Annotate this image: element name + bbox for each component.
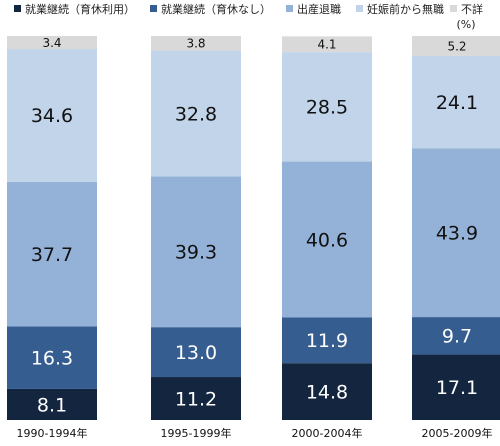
bar-segment — [151, 377, 241, 420]
legend: 就業継続（育休利用） 就業継続（育休なし） 出産退職 妊娠前から無職 不詳 (%) — [14, 2, 483, 31]
legend-entry: 出産退職 — [297, 2, 341, 16]
legend-swatch — [14, 5, 21, 12]
bar-segment — [412, 317, 500, 355]
category-labels: 1990-1994年 1995-1999年 2000-2004年 2005-2009年 — [17, 426, 493, 440]
data-label: 9.7 — [442, 326, 472, 348]
bar-segment — [151, 176, 241, 328]
legend-swatch — [450, 5, 457, 12]
bar-segment — [282, 363, 372, 420]
data-label: 43.9 — [436, 223, 478, 245]
x-tick-label: 2000-2004年 — [292, 426, 363, 440]
data-label: 37.7 — [31, 244, 73, 266]
unit-label: (%) — [456, 18, 475, 31]
bar-segment — [7, 181, 97, 327]
data-label: 17.1 — [436, 377, 478, 399]
data-label: 3.4 — [42, 36, 61, 50]
data-label: 14.8 — [306, 381, 348, 403]
legend-entry: 妊娠前から無職 — [367, 2, 444, 16]
bar-segment — [412, 55, 500, 149]
bars — [7, 36, 500, 420]
bar-segment — [282, 36, 372, 53]
data-label: 40.6 — [306, 229, 348, 251]
bar-segment — [412, 148, 500, 318]
x-tick-label: 1990-1994年 — [17, 426, 88, 440]
bar-segment — [7, 388, 97, 420]
data-label: 11.9 — [306, 330, 348, 352]
bar-segment — [151, 327, 241, 378]
data-label: 32.8 — [175, 103, 217, 125]
bar-segment — [151, 36, 241, 51]
data-label: 13.0 — [175, 342, 217, 364]
legend-entry: 就業継続（育休なし） — [161, 2, 271, 16]
legend-swatch — [356, 5, 363, 12]
data-label: 4.1 — [317, 38, 336, 52]
bar-segment — [412, 354, 500, 420]
data-label: 28.5 — [306, 97, 348, 119]
bar-segment — [7, 49, 97, 182]
bar-segment — [7, 36, 97, 50]
data-label: 34.6 — [31, 105, 73, 127]
data-label: 5.2 — [447, 39, 466, 53]
data-label: 16.3 — [31, 348, 73, 370]
bar-segment — [282, 52, 372, 162]
data-label: 39.3 — [175, 242, 217, 264]
legend-entry: 就業継続（育休利用） — [25, 2, 135, 16]
data-label: 24.1 — [436, 92, 478, 114]
x-tick-label: 1995-1999年 — [161, 426, 232, 440]
x-tick-label: 2005-2009年 — [422, 426, 493, 440]
bar-segment — [282, 317, 372, 364]
data-label: 11.2 — [175, 388, 217, 410]
legend-swatch — [286, 5, 293, 12]
legend-entry: 不詳 — [461, 2, 483, 16]
data-label: 8.1 — [37, 394, 67, 416]
value-labels: 8.1 16.3 37.7 34.6 3.4 11.2 13.0 39.3 32.8 3.8 14.… — [31, 36, 478, 416]
bar-segment — [7, 326, 97, 389]
bar-segment — [282, 161, 372, 318]
data-label: 3.8 — [186, 37, 205, 51]
bar-segment — [412, 36, 500, 56]
bar-segment — [151, 50, 241, 177]
legend-swatch — [150, 5, 157, 12]
